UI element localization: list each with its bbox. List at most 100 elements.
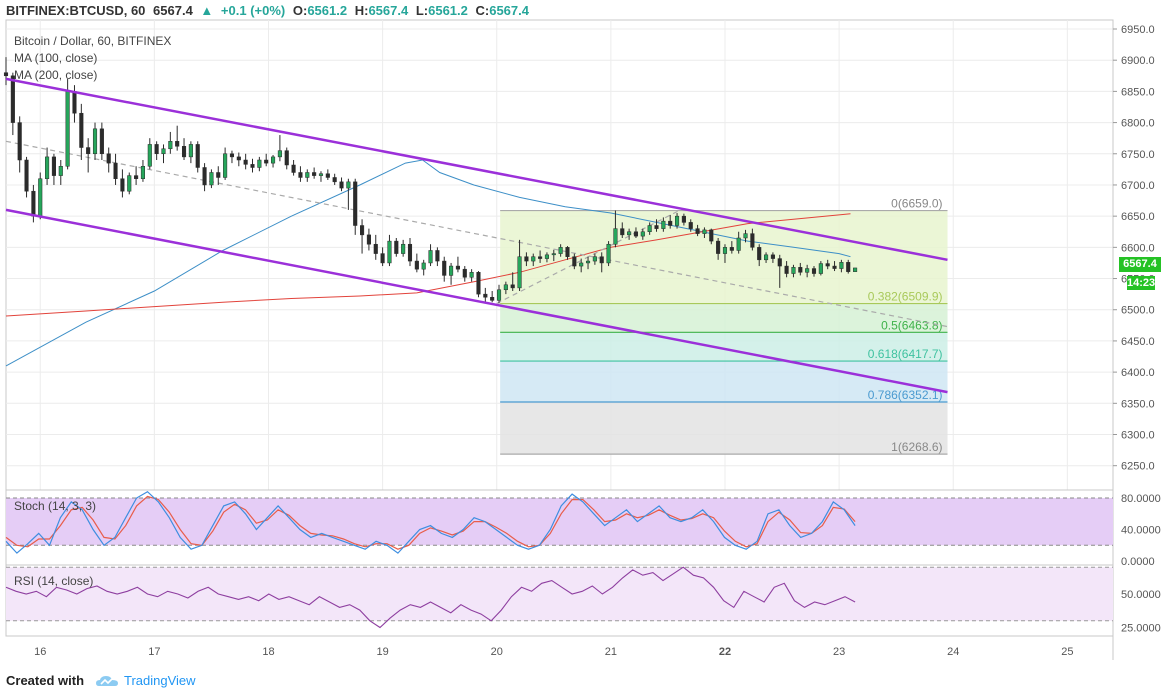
candle-body	[113, 162, 118, 179]
candle	[435, 247, 440, 267]
candle	[743, 229, 748, 243]
candle	[209, 169, 214, 189]
ma200-legend[interactable]: MA (200, close)	[14, 68, 98, 82]
candle-body	[407, 243, 413, 262]
bar-countdown-tag: 14:23	[1127, 276, 1156, 290]
candle	[127, 172, 132, 195]
candle	[764, 252, 769, 263]
candle	[503, 281, 508, 295]
candle	[633, 227, 639, 238]
candle	[332, 173, 337, 185]
candle-body	[791, 267, 796, 274]
candle	[360, 219, 365, 254]
candle-body	[442, 260, 447, 276]
stoch-k-line	[5, 490, 856, 554]
channel-upper-line	[5, 77, 948, 262]
candle-body	[414, 260, 419, 270]
candle-body	[846, 262, 851, 272]
candle	[17, 116, 22, 173]
candle-body	[264, 159, 269, 164]
candle	[811, 266, 817, 277]
candle-body	[346, 181, 351, 189]
ma100-legend[interactable]: MA (100, close)	[14, 51, 98, 65]
candle-body	[729, 247, 734, 251]
candle-body	[339, 181, 344, 189]
price-axis-label: 6450.0	[1121, 336, 1155, 348]
tradingview-brand-link[interactable]: TradingView	[124, 673, 196, 688]
candle-body	[209, 172, 214, 186]
candle	[195, 141, 200, 173]
candle	[798, 262, 803, 276]
candle-body	[421, 262, 426, 270]
fib-level-label: 0.5(6463.8)	[881, 318, 942, 332]
candle	[45, 147, 50, 185]
candle-body	[229, 153, 235, 158]
candle-body	[31, 190, 36, 217]
candle	[825, 259, 830, 270]
open-value: 6561.2	[307, 3, 348, 18]
candle-body	[99, 128, 104, 155]
candle	[373, 234, 378, 260]
candle	[58, 160, 63, 185]
price-axis-label: 6900.0	[1121, 55, 1155, 67]
candle-body	[140, 165, 145, 179]
price-axis-label: 6500.0	[1121, 305, 1155, 317]
candle	[627, 228, 632, 240]
candle-body	[72, 91, 77, 114]
candle-body	[579, 262, 584, 267]
candle	[99, 122, 104, 161]
candle-body	[353, 181, 358, 226]
candle-body	[599, 256, 604, 264]
candle	[709, 228, 714, 245]
candle-body	[449, 265, 454, 276]
candle-body	[743, 233, 748, 239]
candle-body	[291, 164, 296, 173]
candle-body	[777, 258, 782, 267]
candle	[702, 227, 707, 238]
candle	[154, 141, 159, 161]
rsi-line	[5, 566, 856, 629]
candle-body	[181, 146, 187, 158]
candle-body	[469, 272, 474, 278]
candle-body	[318, 173, 324, 176]
candle	[599, 252, 604, 273]
fib-level-label: 0(6659.0)	[891, 197, 942, 211]
candle-body	[702, 229, 707, 234]
candle	[517, 239, 522, 292]
stoch-axis-label: 80.0000	[1121, 493, 1161, 505]
candle-body	[195, 144, 200, 168]
candle	[695, 224, 700, 237]
price-axis-label: 6600.0	[1121, 242, 1155, 254]
candle	[318, 171, 324, 182]
candle	[442, 256, 447, 282]
rsi-title[interactable]: RSI (14, close)	[14, 574, 94, 588]
candle-body	[236, 156, 241, 161]
channel-lower-line	[5, 208, 948, 394]
candle	[298, 166, 303, 182]
candle-body	[127, 175, 132, 192]
candle-body	[223, 153, 228, 178]
candle	[407, 237, 413, 267]
candle-body	[606, 243, 611, 264]
time-axis-label: 21	[605, 646, 617, 658]
candle	[305, 169, 310, 182]
candle-body	[551, 253, 556, 256]
candle-body	[373, 243, 378, 254]
candle	[325, 169, 330, 180]
stoch-title[interactable]: Stoch (14, 3, 3)	[14, 499, 97, 513]
high-label: H:	[354, 3, 369, 18]
candle-body	[558, 247, 563, 254]
candle-body	[79, 112, 84, 148]
time-axis-label: 22	[719, 646, 731, 658]
time-axis-label: 18	[262, 646, 274, 658]
candle-body	[510, 284, 515, 289]
candle-body	[592, 256, 597, 262]
candle	[229, 150, 235, 164]
candle	[579, 258, 584, 273]
candle-body	[798, 267, 803, 273]
candle-body	[332, 177, 337, 183]
fib-zone	[500, 303, 948, 333]
candle	[346, 178, 351, 210]
candle-body	[572, 256, 577, 267]
